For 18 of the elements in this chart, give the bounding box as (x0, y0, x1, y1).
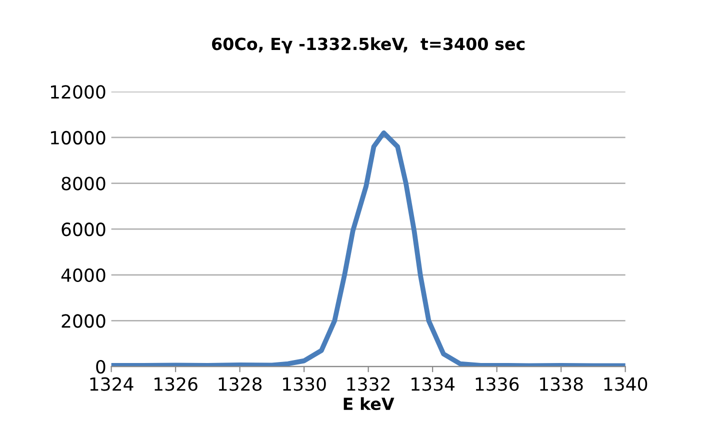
x-tick-label: 1330 (283, 377, 326, 391)
x-tick-label: 1332 (347, 377, 390, 391)
y-tick-label: 0 (96, 360, 106, 374)
y-tick-label: 10000 (50, 130, 106, 145)
x-axis-title: E keV (344, 397, 394, 410)
y-tick-label: 12000 (50, 85, 106, 99)
x-tick-label: 1324 (90, 377, 134, 391)
x-tick-label: 1336 (476, 377, 519, 391)
y-tick-label: 4000 (61, 268, 106, 282)
x-tick-label: 1334 (412, 377, 455, 391)
chart-title: 60Co, Eγ -1332.5keV, t=3400 sec (212, 37, 525, 54)
y-tick-label: 6000 (62, 222, 106, 236)
x-tick-label: 1328 (218, 377, 262, 391)
x-tick-label: 1326 (154, 377, 198, 391)
y-tick-label: 8000 (62, 176, 106, 190)
y-tick-label: 2000 (62, 314, 106, 328)
x-tick-label: 1340 (604, 377, 648, 391)
x-tick-label: 1338 (540, 377, 583, 391)
